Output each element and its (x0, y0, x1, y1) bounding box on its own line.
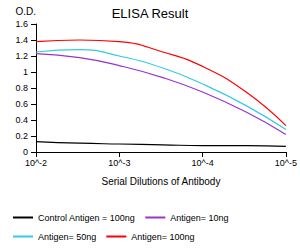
svg-text:1.2: 1.2 (15, 51, 28, 61)
svg-text:0.6: 0.6 (15, 99, 28, 109)
svg-text:Serial Dilutions of Antibody: Serial Dilutions of Antibody (101, 176, 220, 187)
svg-text:Antigen= 10ng: Antigen= 10ng (170, 213, 228, 223)
svg-text:1.4: 1.4 (15, 35, 28, 45)
svg-text:1.6: 1.6 (15, 19, 28, 29)
svg-text:10^-2: 10^-2 (25, 158, 47, 168)
svg-text:Control Antigen = 100ng: Control Antigen = 100ng (38, 213, 135, 223)
svg-text:10^-3: 10^-3 (108, 158, 130, 168)
svg-text:0.2: 0.2 (15, 131, 28, 141)
svg-text:O.D.: O.D. (15, 6, 36, 17)
svg-text:10^-5: 10^-5 (275, 158, 297, 168)
svg-text:0.8: 0.8 (15, 83, 28, 93)
svg-text:Antigen= 100ng: Antigen= 100ng (131, 232, 194, 242)
svg-text:0.4: 0.4 (15, 115, 28, 125)
svg-text:1: 1 (23, 67, 28, 77)
svg-text:10^-4: 10^-4 (191, 158, 213, 168)
svg-text:0: 0 (23, 147, 28, 157)
svg-text:ELISA Result: ELISA Result (112, 6, 189, 21)
svg-text:Antigen= 50ng: Antigen= 50ng (38, 232, 96, 242)
